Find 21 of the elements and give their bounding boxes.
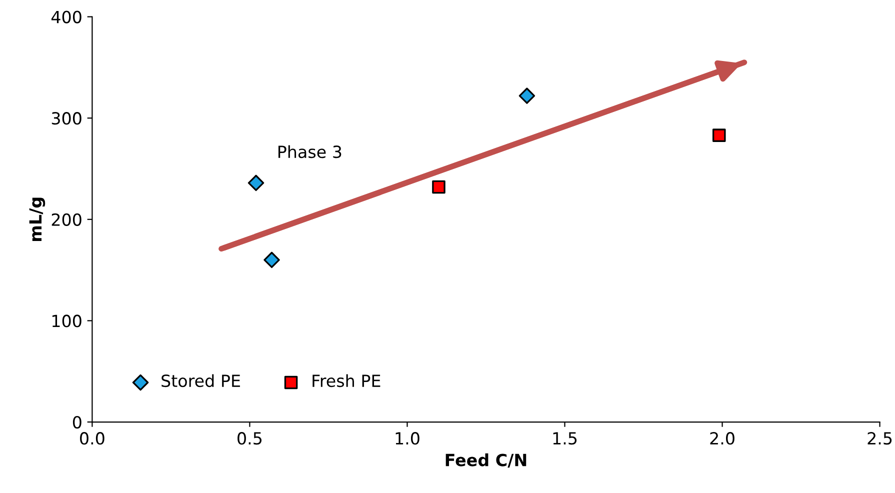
y-tick-label: 100 [52,314,82,328]
legend-label: Stored PE [162,374,240,388]
y-tick-label: 0 [72,416,82,429]
y-axis-title: mL/g [29,198,46,242]
point [432,180,446,194]
point [518,88,536,104]
annotation: Phase 3 [278,145,342,158]
y-tick-label: 200 [52,213,82,226]
x-tick-label: 0.0 [80,432,104,445]
x-tick-label: 2.0 [710,432,734,445]
x-tick-label: 0.5 [238,432,262,445]
x-tick-label: 2.5 [868,432,892,445]
x-tick-label: 1.0 [396,432,420,445]
y-tick-label: 400 [51,10,82,24]
legend-label: Fresh PE [312,374,380,388]
y-tick-label: 300 [52,112,82,125]
point [248,174,264,192]
point [264,252,280,268]
x-axis-title: Feed C/N [446,453,526,468]
x-tick-label: 1.5 [553,432,577,445]
point [712,128,726,142]
